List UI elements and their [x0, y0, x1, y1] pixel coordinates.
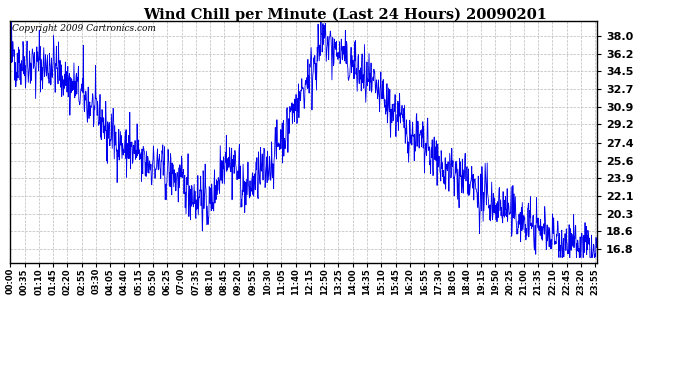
- Text: Copyright 2009 Cartronics.com: Copyright 2009 Cartronics.com: [12, 24, 156, 33]
- Text: Wind Chill per Minute (Last 24 Hours) 20090201: Wind Chill per Minute (Last 24 Hours) 20…: [143, 8, 547, 22]
